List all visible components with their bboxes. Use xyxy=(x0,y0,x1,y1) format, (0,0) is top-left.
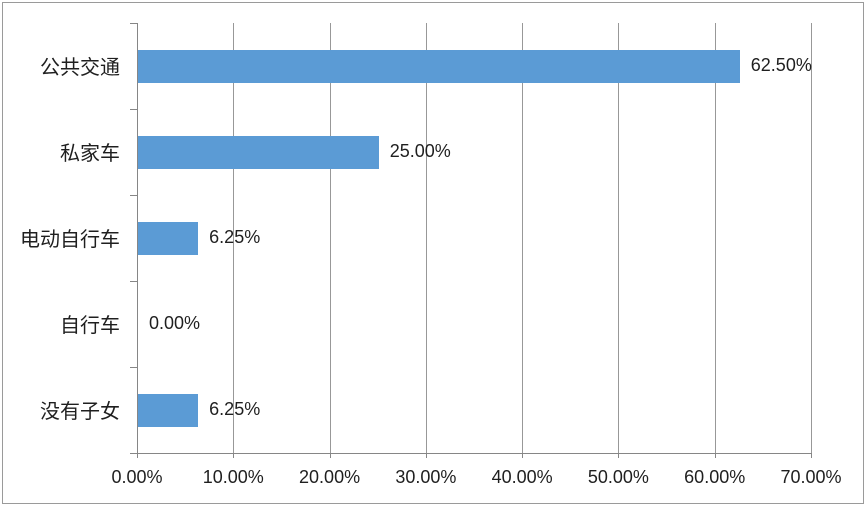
data-label: 0.00% xyxy=(149,313,201,334)
x-axis-tick xyxy=(329,453,331,458)
category-axis-tick xyxy=(130,23,137,24)
value-axis-line xyxy=(137,453,812,454)
category-label: 私家车 xyxy=(60,142,120,165)
category-label: 电动自行车 xyxy=(20,228,120,251)
category-axis-tick xyxy=(130,453,137,454)
x-axis-tick-label: 20.00% xyxy=(299,467,361,487)
x-axis-tick-label: 70.00% xyxy=(780,467,842,487)
category-label: 没有子女 xyxy=(40,400,120,423)
data-label: 25.00% xyxy=(389,141,451,162)
x-axis-tick xyxy=(522,453,524,458)
x-axis-tick xyxy=(425,453,427,458)
gridline-40 xyxy=(522,23,524,453)
x-axis-tick xyxy=(233,453,235,458)
x-axis-tick-label: 30.00% xyxy=(395,467,457,487)
x-axis-tick xyxy=(137,453,138,458)
x-axis-tick-label: 0.00% xyxy=(111,467,163,487)
bar-电动自行车 xyxy=(138,221,199,255)
category-axis-tick xyxy=(130,109,137,110)
x-axis-tick-label: 60.00% xyxy=(684,467,746,487)
data-label: 6.25% xyxy=(209,227,261,248)
x-axis-tick xyxy=(618,453,620,458)
category-axis-line xyxy=(137,23,138,454)
gridline-20 xyxy=(329,23,331,453)
gridline-30 xyxy=(425,23,427,453)
category-axis-tick xyxy=(130,195,137,196)
data-label: 62.50% xyxy=(750,55,812,76)
category-label: 公共交通 xyxy=(40,56,120,79)
gridline-50 xyxy=(618,23,620,453)
x-axis-tick-label: 40.00% xyxy=(491,467,553,487)
bar-私家车 xyxy=(138,135,379,169)
bar-公共交通 xyxy=(138,49,740,83)
x-axis-tick xyxy=(714,453,716,458)
x-axis-tick-label: 50.00% xyxy=(587,467,649,487)
gridline-70 xyxy=(811,23,812,453)
category-axis-tick xyxy=(130,281,137,282)
bar-没有子女 xyxy=(138,393,199,427)
x-axis-tick-label: 10.00% xyxy=(202,467,264,487)
category-label: 自行车 xyxy=(60,314,120,337)
data-label: 6.25% xyxy=(209,399,261,420)
category-axis-tick xyxy=(130,367,137,368)
gridline-10 xyxy=(233,23,235,453)
x-axis-tick xyxy=(811,453,812,458)
gridline-60 xyxy=(714,23,716,453)
